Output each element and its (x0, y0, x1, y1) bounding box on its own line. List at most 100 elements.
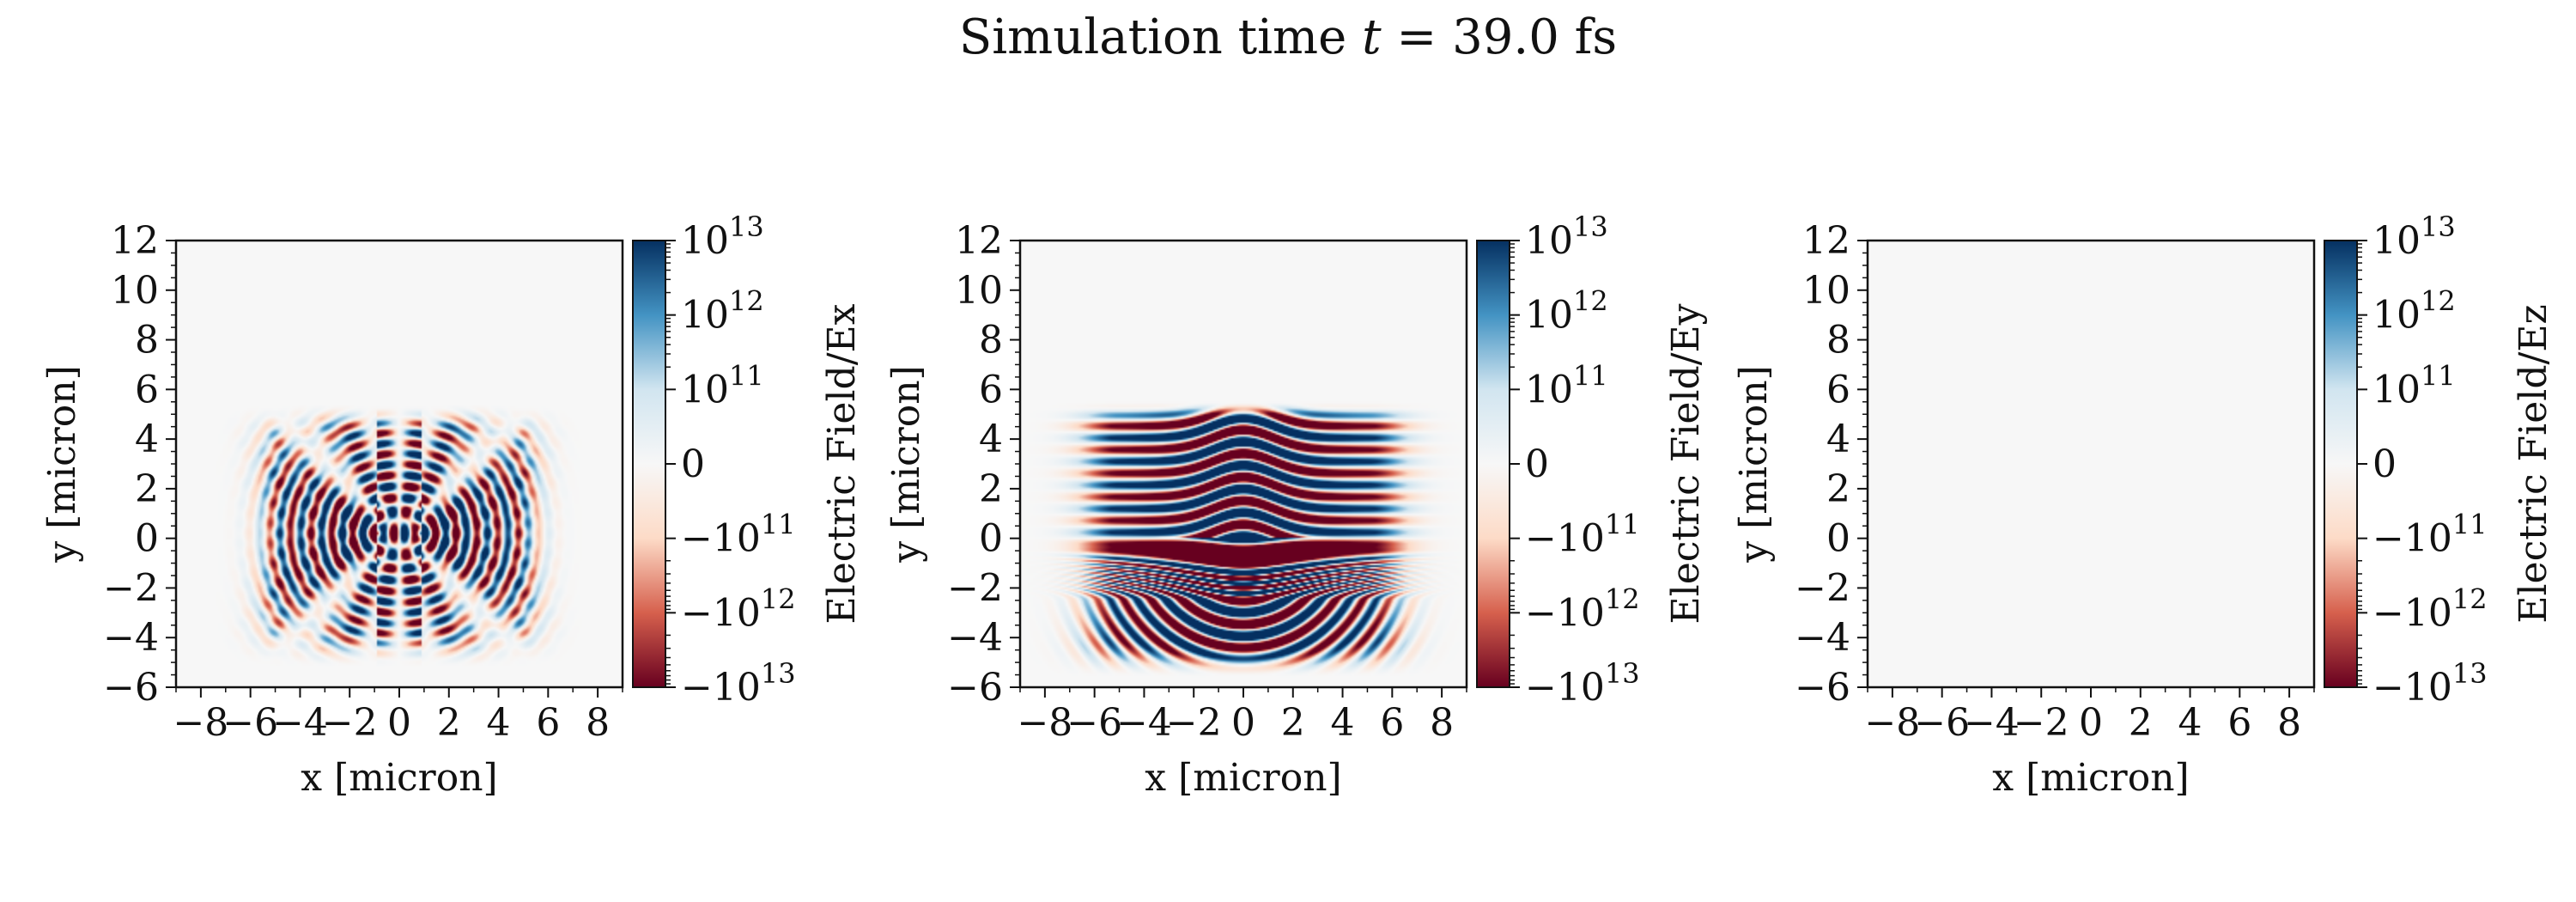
colorbar-tick-label: −1011 (1525, 509, 1640, 561)
y-tick-label: −6 (103, 666, 159, 710)
y-tick-label: 8 (135, 319, 159, 363)
x-tick-label: 8 (2277, 701, 2301, 745)
colorbar-tick-label: −1012 (1525, 582, 1640, 635)
x-axis-label: x [micron] (1992, 756, 2189, 800)
colorbar-tick-label: 1012 (1525, 285, 1608, 338)
x-tick-label: 6 (2227, 701, 2251, 745)
y-tick-label: 12 (1802, 219, 1850, 263)
y-tick-label: 10 (111, 269, 159, 313)
colorbar-tick-label: −1012 (681, 582, 796, 635)
colorbar-tick-label: 1013 (1525, 210, 1608, 263)
x-tick-label: −2 (2014, 701, 2069, 745)
x-tick-label: 2 (437, 701, 461, 745)
y-tick-label: −2 (103, 566, 159, 610)
y-tick-label: 2 (979, 467, 1003, 511)
colorbar-ex (633, 241, 665, 687)
x-tick-label: −6 (1066, 701, 1122, 745)
x-tick-label: 0 (2079, 701, 2103, 745)
x-tick-label: 8 (1430, 701, 1454, 745)
x-tick-label: −2 (322, 701, 378, 745)
colorbar-tick-label: −1011 (681, 509, 796, 561)
x-tick-label: −6 (222, 701, 278, 745)
y-tick-label: 0 (979, 517, 1003, 561)
y-tick-label: 6 (135, 368, 159, 411)
y-tick-label: 0 (1826, 517, 1850, 561)
colorbar-label: Electric Field/Ex (820, 303, 864, 624)
colorbar-tick-label: 1011 (2372, 359, 2456, 411)
colorbar-tick-label: 1012 (2372, 285, 2456, 338)
x-axis-label: x [micron] (301, 756, 497, 800)
x-tick-label: −8 (1017, 701, 1072, 745)
x-tick-label: 4 (2178, 701, 2202, 745)
y-tick-label: 12 (111, 219, 159, 263)
x-tick-label: −4 (1116, 701, 1172, 745)
colorbar-tick-label: 1013 (681, 210, 764, 263)
x-tick-label: −2 (1166, 701, 1222, 745)
x-axis-label: x [micron] (1145, 756, 1341, 800)
y-tick-label: 0 (135, 517, 159, 561)
colorbar-tick-label: 1011 (1525, 359, 1608, 411)
x-tick-label: 0 (387, 701, 411, 745)
y-axis-label: y [micron] (884, 365, 928, 563)
colorbar-tick-label: −1011 (2372, 509, 2488, 561)
x-tick-label: −8 (1864, 701, 1920, 745)
x-tick-label: 2 (1281, 701, 1305, 745)
y-tick-label: −6 (1795, 666, 1850, 710)
y-tick-label: 8 (979, 319, 1003, 363)
colorbar-tick-label: 1013 (2372, 210, 2456, 263)
y-tick-label: −2 (947, 566, 1003, 610)
figure-title: Simulation time t = 39.0 fs (959, 9, 1617, 65)
heatmap-image-ex (176, 241, 623, 687)
y-tick-label: 6 (1826, 368, 1850, 411)
title-suffix: = 39.0 fs (1382, 9, 1617, 65)
colorbar-tick-label: −1012 (2372, 582, 2488, 635)
x-tick-label: −4 (272, 701, 328, 745)
colorbar-tick-label: 1012 (681, 285, 764, 338)
colorbar-ez (2324, 241, 2357, 687)
colorbar-label: Electric Field/Ez (2512, 304, 2555, 623)
x-tick-label: 2 (2129, 701, 2153, 745)
y-axis-label: y [micron] (1732, 365, 1776, 563)
x-tick-label: 4 (487, 701, 511, 745)
y-tick-label: 10 (1802, 269, 1850, 313)
y-tick-label: 10 (955, 269, 1003, 313)
y-axis-label: y [micron] (40, 365, 84, 563)
colorbar-tick-label: −1013 (2372, 657, 2488, 710)
y-tick-label: 2 (135, 467, 159, 511)
y-tick-label: −4 (103, 616, 159, 660)
x-tick-label: 0 (1231, 701, 1255, 745)
x-tick-label: 4 (1331, 701, 1355, 745)
title-variable: t (1362, 9, 1382, 65)
y-tick-label: −4 (1795, 616, 1850, 660)
colorbar-ey (1477, 241, 1510, 687)
y-tick-label: 12 (955, 219, 1003, 263)
y-tick-label: 4 (135, 417, 159, 461)
colorbar-tick-label: 0 (2372, 442, 2397, 486)
y-tick-label: −2 (1795, 566, 1850, 610)
colorbar-label: Electric Field/Ey (1664, 303, 1708, 624)
y-tick-label: 2 (1826, 467, 1850, 511)
colorbar-tick-label: 1011 (681, 359, 764, 411)
y-tick-label: −6 (947, 666, 1003, 710)
colorbar-tick-label: −1013 (681, 657, 796, 710)
title-prefix: Simulation time (959, 9, 1362, 65)
x-tick-label: 6 (1380, 701, 1404, 745)
y-tick-label: 4 (979, 417, 1003, 461)
colorbar-tick-label: −1013 (1525, 657, 1640, 710)
y-tick-label: 8 (1826, 319, 1850, 363)
colorbar-tick-label: 0 (681, 442, 705, 486)
x-tick-label: 6 (536, 701, 560, 745)
x-tick-label: −8 (173, 701, 228, 745)
y-tick-label: 4 (1826, 417, 1850, 461)
x-tick-label: 8 (586, 701, 610, 745)
x-tick-label: −4 (1964, 701, 2020, 745)
colorbar-tick-label: 0 (1525, 442, 1549, 486)
heatmap-image-ez (1868, 241, 2314, 687)
y-tick-label: 6 (979, 368, 1003, 411)
x-tick-label: −6 (1914, 701, 1970, 745)
heatmap-image-ey (1020, 241, 1467, 687)
